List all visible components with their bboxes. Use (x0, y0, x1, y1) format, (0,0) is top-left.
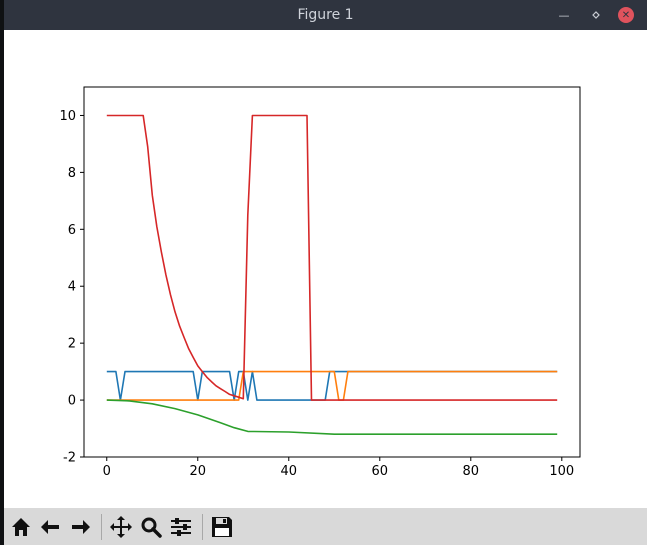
series-line-4 (106, 114, 558, 401)
y-tick-label: 6 (68, 223, 76, 238)
y-tick-label: 4 (68, 280, 76, 295)
y-tick-label: 8 (68, 166, 76, 181)
minimize-icon: — (558, 8, 570, 22)
move-icon (110, 516, 132, 538)
x-axis: 0 20 40 60 80 100 (103, 457, 574, 479)
zoom-button[interactable] (137, 513, 165, 541)
figure-canvas[interactable]: 0 20 40 60 80 100 -2 0 2 4 6 8 10 (4, 30, 647, 508)
toolbar-separator (202, 514, 203, 540)
save-button[interactable] (208, 513, 236, 541)
floppy-disk-icon (212, 517, 232, 537)
figure-window: Figure 1 — ✕ 0 20 40 60 80 100 -2 0 2 4 6 8 10 (4, 0, 647, 545)
back-button[interactable] (37, 513, 65, 541)
y-tick-label: 10 (59, 109, 76, 124)
x-tick-label: 60 (372, 464, 389, 479)
x-tick-label: 40 (280, 464, 297, 479)
series-line-3 (106, 399, 558, 436)
close-button[interactable]: ✕ (618, 7, 634, 23)
arrow-left-icon (41, 520, 59, 534)
y-tick-label: 0 (68, 394, 76, 409)
sliders-icon (171, 518, 191, 536)
forward-button[interactable] (66, 513, 94, 541)
maximize-icon (592, 11, 600, 19)
magnifier-icon (141, 517, 162, 538)
axes-frame (83, 86, 581, 458)
y-tick-label: -2 (63, 451, 76, 466)
x-tick-label: 0 (103, 464, 111, 479)
maximize-button[interactable] (588, 7, 604, 23)
home-icon (12, 518, 30, 536)
series-line-2 (106, 370, 558, 401)
window-title: Figure 1 (297, 7, 354, 23)
background-desktop-strip (0, 0, 5, 545)
x-tick-label: 100 (549, 464, 574, 479)
y-axis: -2 0 2 4 6 8 10 (59, 109, 84, 466)
toolbar-separator (101, 514, 102, 540)
x-tick-label: 80 (463, 464, 480, 479)
plot-area[interactable]: 0 20 40 60 80 100 -2 0 2 4 6 8 10 (4, 30, 647, 508)
minimize-button[interactable]: — (556, 7, 572, 23)
pan-button[interactable] (107, 513, 135, 541)
home-button[interactable] (7, 513, 35, 541)
title-bar[interactable]: Figure 1 — ✕ (4, 0, 647, 30)
configure-subplots-button[interactable] (167, 513, 195, 541)
arrow-right-icon (72, 520, 90, 534)
y-tick-label: 2 (68, 337, 76, 352)
navigation-toolbar (4, 508, 647, 545)
close-icon: ✕ (621, 9, 631, 21)
x-tick-label: 20 (189, 464, 206, 479)
plot-lines (106, 114, 558, 436)
